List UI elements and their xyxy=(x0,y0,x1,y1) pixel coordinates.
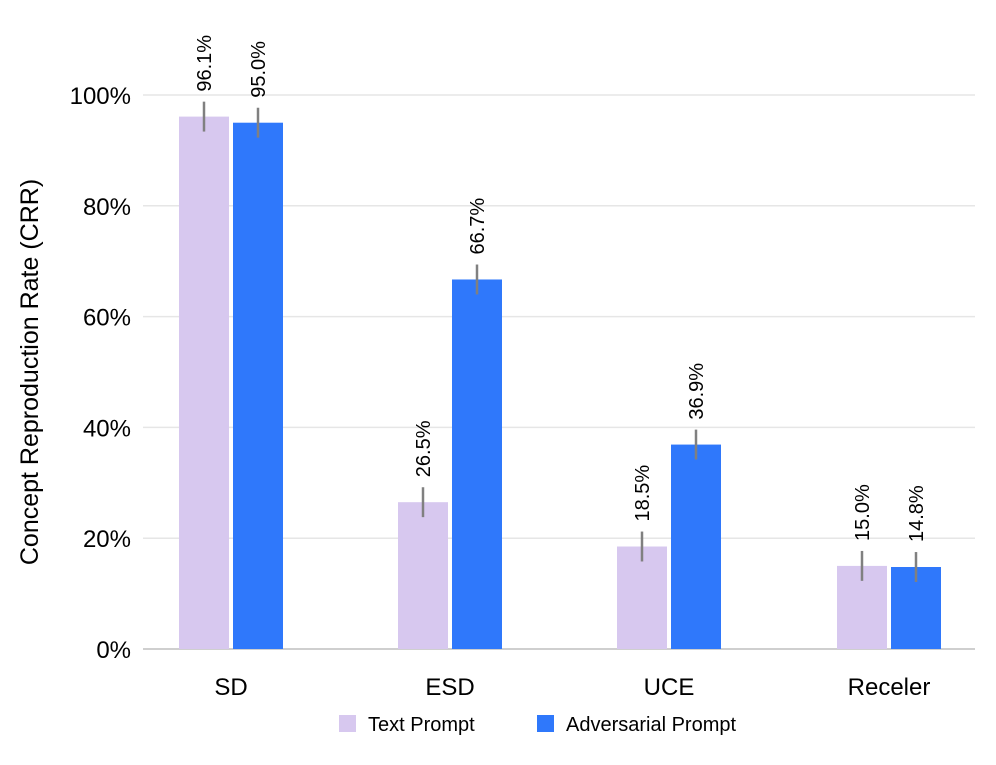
bar xyxy=(179,116,229,649)
data-label: 26.5% xyxy=(413,420,435,477)
data-labels: 96.1% 95.0% 26.5% 66.7% 18.5% 36.9% 15.0% 14.8% xyxy=(194,35,928,542)
legend-label: Adversarial Prompt xyxy=(566,714,737,736)
legend: Text Prompt Adversarial Prompt xyxy=(339,714,737,736)
x-category-label: SD xyxy=(214,674,247,701)
y-axis-title: Concept Reproduction Rate (CRR) xyxy=(16,179,44,565)
bar xyxy=(617,546,667,649)
bar xyxy=(398,502,448,649)
data-label: 66.7% xyxy=(467,198,489,255)
y-tick-label: 20% xyxy=(83,526,131,553)
bar xyxy=(671,444,721,649)
y-tick-label: 100% xyxy=(70,83,131,110)
x-category-label: ESD xyxy=(425,674,474,701)
bar xyxy=(233,122,283,649)
legend-label: Text Prompt xyxy=(368,714,475,736)
bars xyxy=(179,116,941,649)
data-label: 36.9% xyxy=(686,363,708,420)
legend-swatch xyxy=(339,715,356,732)
data-label: 14.8% xyxy=(906,485,928,542)
y-tick-label: 40% xyxy=(83,415,131,442)
data-label: 96.1% xyxy=(194,35,216,92)
y-tick-label: 60% xyxy=(83,305,131,332)
data-label: 18.5% xyxy=(632,465,654,522)
y-tick-label: 80% xyxy=(83,194,131,221)
x-category-label: Receler xyxy=(848,674,931,701)
x-axis-categories: SD ESD UCE Receler xyxy=(214,674,930,701)
data-label: 95.0% xyxy=(248,41,270,98)
y-axis-ticks: 0% 20% 40% 60% 80% 100% xyxy=(70,83,131,664)
bar xyxy=(452,279,502,649)
x-category-label: UCE xyxy=(644,674,695,701)
data-label: 15.0% xyxy=(852,484,874,541)
error-bars xyxy=(202,101,918,582)
legend-swatch xyxy=(537,715,554,732)
y-tick-label: 0% xyxy=(96,637,131,664)
